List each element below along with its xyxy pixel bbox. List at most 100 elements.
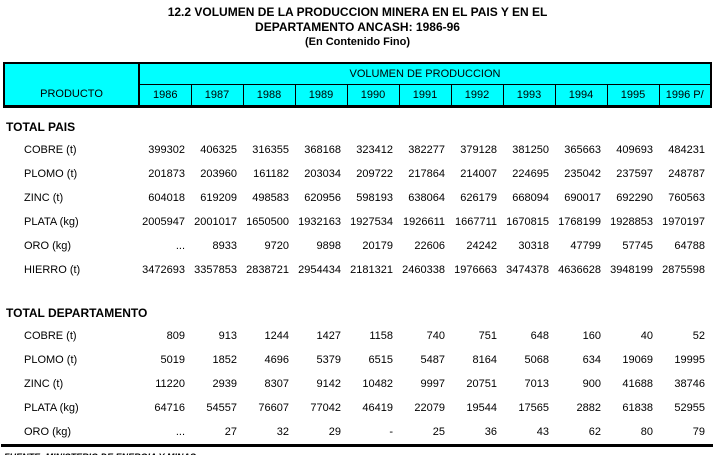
value-cell: 3474378 [506, 264, 549, 276]
value-cell: 1932163 [298, 216, 341, 228]
value-cell: 5019 [160, 354, 185, 366]
value-cell: 10482 [362, 378, 393, 390]
year-header-1994: 1994 [554, 84, 608, 108]
value-cell: 3357853 [194, 264, 237, 276]
value-cell: 1768199 [558, 216, 601, 228]
value-cell: 11220 [155, 378, 185, 390]
title-line-3: (En Contenido Fino) [304, 36, 411, 48]
value-cell: 381250 [512, 144, 549, 156]
value-cell: 634 [582, 354, 601, 366]
year-header-1992: 1992 [450, 84, 504, 108]
product-label: ZINC (t) [24, 192, 64, 204]
value-cell: 316355 [252, 144, 289, 156]
value-cell: 8164 [472, 354, 497, 366]
value-cell: 22079 [414, 402, 445, 414]
product-label: ORO (kg) [24, 426, 72, 438]
value-cell: 57745 [622, 240, 653, 252]
value-cell: 43 [536, 426, 549, 438]
value-cell: 1244 [264, 330, 289, 342]
value-cell: 1670815 [506, 216, 549, 228]
value-cell: 9142 [316, 378, 341, 390]
section-row: TOTAL PAIS [4, 107, 711, 139]
value-cell: 498583 [252, 192, 289, 204]
table-row: COBRE (t) 399302 406325 316355 368168 323412 3… [4, 138, 711, 162]
value-cell: 2838721 [246, 264, 289, 276]
value-cell: 1667711 [454, 216, 497, 228]
value-cell: 24242 [466, 240, 497, 252]
value-cell: 6515 [368, 354, 393, 366]
value-cell: 64716 [154, 402, 185, 414]
value-cell: 40 [640, 330, 653, 342]
value-cell: 27 [224, 426, 237, 438]
value-cell: 484231 [668, 144, 705, 156]
section-label: TOTAL DEPARTAMENTO [6, 306, 148, 320]
value-cell: 46419 [362, 402, 393, 414]
value-cell: 19995 [674, 354, 705, 366]
value-cell: 3948199 [610, 264, 653, 276]
value-cell: 913 [218, 330, 237, 342]
value-cell: 9720 [264, 240, 289, 252]
title-line-2: DEPARTAMENTO ANCASH: 1986-96 [255, 20, 460, 34]
value-cell: 5068 [524, 354, 549, 366]
table-row: PLOMO (t) 201873 203960 161182 203034 209722 2… [4, 162, 711, 186]
product-label: ZINC (t) [24, 378, 64, 390]
value-cell: 740 [426, 330, 445, 342]
value-cell: 760563 [668, 192, 705, 204]
value-cell: 2882 [576, 402, 601, 414]
value-cell: 203960 [200, 168, 237, 180]
section-label: TOTAL PAIS [6, 120, 76, 134]
year-header-1996-p: 1996 P/ [658, 84, 712, 108]
group-header-row: PRODUCTO VOLUMEN DE PRODUCCION [3, 62, 712, 108]
value-cell: 2939 [212, 378, 237, 390]
value-cell: 30318 [518, 240, 549, 252]
value-cell: 690017 [564, 192, 601, 204]
year-header-1991: 1991 [398, 84, 452, 108]
value-cell: 619209 [200, 192, 237, 204]
value-cell: 237597 [616, 168, 653, 180]
value-cell: 20179 [362, 240, 393, 252]
value-cell: 809 [166, 330, 185, 342]
table-row: PLOMO (t) 5019 1852 4696 5379 6515 5487 8164 506… [4, 348, 711, 372]
value-cell: 598193 [356, 192, 393, 204]
value-cell: 626179 [460, 192, 497, 204]
value-cell: 161182 [253, 168, 289, 180]
year-header-1986: 1986 [138, 84, 192, 108]
value-cell: - [389, 426, 393, 438]
value-cell: 8307 [264, 378, 289, 390]
value-cell: 62 [588, 426, 601, 438]
value-cell: 406325 [200, 144, 237, 156]
title-line-1: 12.2 VOLUMEN DE LA PRODUCCION MINERA EN … [167, 5, 548, 19]
value-cell: 235042 [564, 168, 601, 180]
product-label: PLATA (kg) [24, 216, 79, 228]
value-cell: 2181321 [350, 264, 393, 276]
value-cell: 323412 [356, 144, 393, 156]
value-cell: 368168 [304, 144, 341, 156]
table-row: ZINC (t) 604018 619209 498583 620956 598193 63… [4, 186, 711, 210]
value-cell: 77042 [310, 402, 341, 414]
value-cell: 1852 [212, 354, 237, 366]
table-row: PLATA (kg) 2005947 2001017 1650500 1932163 19… [4, 210, 711, 234]
value-cell: 52 [692, 330, 705, 342]
table-row: ZINC (t) 11220 2939 8307 9142 10482 9997 20751 7… [4, 372, 711, 396]
product-label: PLOMO (t) [24, 354, 78, 366]
value-cell: 1927534 [350, 216, 393, 228]
value-cell: 2005947 [142, 216, 185, 228]
table-row: ORO (kg)... 27 32 29 - 25 36 43 62 80 79 [4, 420, 711, 444]
value-cell: 8933 [212, 240, 237, 252]
section-row: TOTAL DEPARTAMENTO [4, 282, 711, 324]
value-cell: 620956 [304, 192, 341, 204]
value-cell: 201873 [148, 168, 185, 180]
value-cell: 61838 [622, 402, 653, 414]
value-cell: 2460338 [402, 264, 445, 276]
table-row: COBRE (t) 809 913 1244 1427 1158 740 751 648 160 4… [4, 324, 711, 348]
value-cell: 29 [328, 426, 341, 438]
value-cell: 399302 [148, 144, 185, 156]
value-cell: 224695 [512, 168, 549, 180]
year-header-1987: 1987 [190, 84, 244, 108]
value-cell: 1158 [369, 330, 393, 342]
year-header-1990: 1990 [346, 84, 400, 108]
value-cell: 1928853 [610, 216, 653, 228]
product-column-header: PRODUCTO [3, 62, 140, 108]
value-cell: 751 [478, 330, 497, 342]
